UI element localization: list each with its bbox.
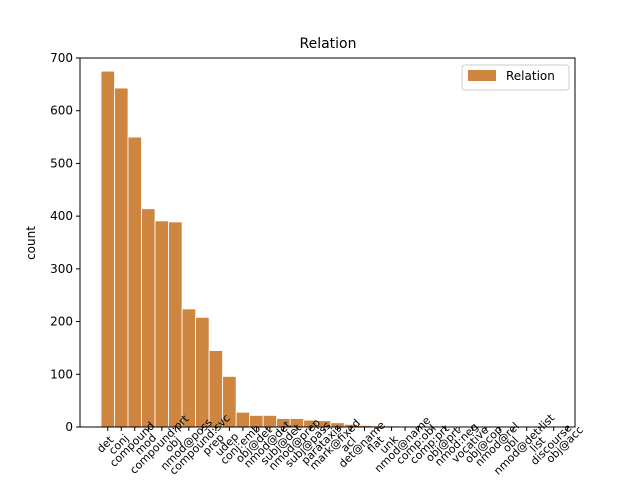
y-tick-label: 400 (50, 209, 73, 223)
bar (235, 411, 251, 428)
bar (141, 208, 156, 428)
y-axis-label: count (24, 226, 38, 260)
bar (114, 87, 129, 428)
y-tick-label: 200 (50, 315, 73, 329)
bar (168, 221, 183, 428)
y-tick-label: 0 (65, 420, 73, 434)
bar (154, 220, 169, 428)
legend: Relation (461, 64, 570, 91)
y-tick-label: 600 (50, 104, 73, 118)
chart-title: Relation (300, 36, 357, 52)
legend-label: Relation (506, 69, 555, 83)
y-tick-label: 700 (50, 51, 73, 65)
y-tick-label: 500 (50, 156, 73, 170)
y-tick-label: 300 (50, 262, 73, 276)
legend-swatch (468, 70, 496, 81)
bar (195, 316, 210, 428)
bar (100, 70, 115, 428)
bar (127, 136, 142, 428)
y-tick-label: 100 (50, 367, 73, 381)
plot-frame (79, 57, 576, 428)
bar (181, 308, 196, 428)
